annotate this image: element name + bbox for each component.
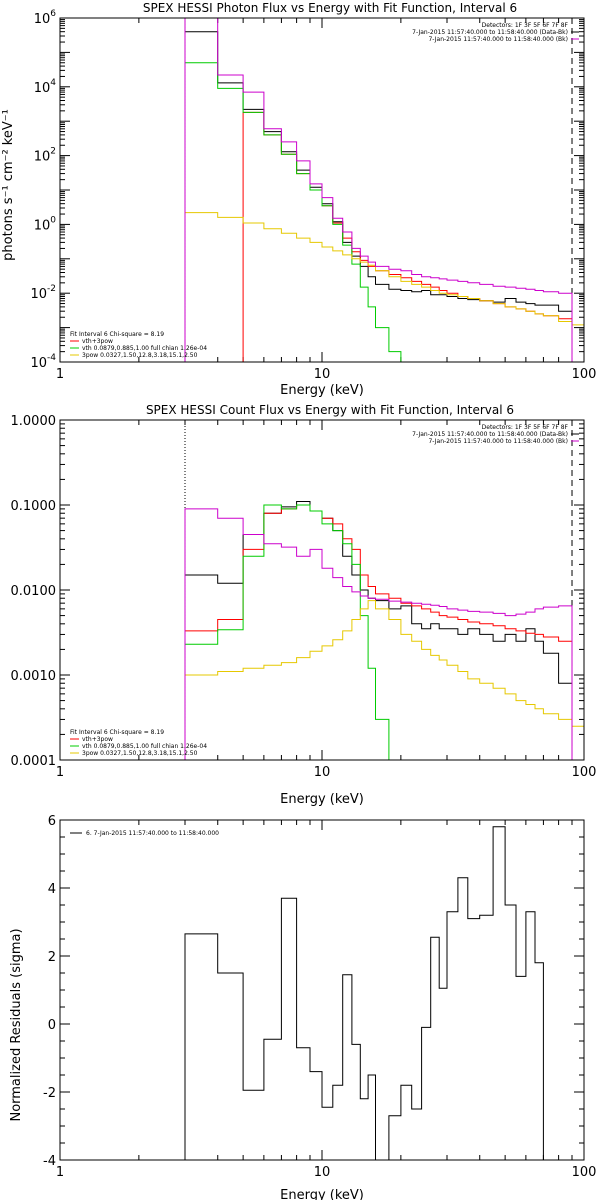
photon-y-axis-label: photons s⁻¹ cm⁻² keV⁻¹ bbox=[1, 109, 16, 261]
photon-legend-upper-right: Detectors: 1F 3F 5F 6F 7F 8F7-Jan-2015 1… bbox=[412, 22, 579, 43]
series-black bbox=[184, 501, 573, 760]
x-tick-label: 1 bbox=[56, 1165, 64, 1180]
legend-upper-right-line: 7-Jan-2015 11:57:40.000 to 11:58:40.000 … bbox=[428, 438, 568, 445]
legend-lower-left-line: Fit Interval 6 Chi-square = 8.19 bbox=[70, 331, 164, 338]
photon-panel-title: SPEX HESSI Photon Flux vs Energy with Fi… bbox=[143, 1, 517, 15]
photon-plot-frame bbox=[59, 17, 585, 363]
series-yellow bbox=[184, 600, 585, 760]
series-magenta bbox=[184, 508, 573, 760]
series-black bbox=[184, 826, 559, 1161]
x-tick-label: 1 bbox=[56, 367, 64, 382]
count-legend-lower-left: Fit Interval 6 Chi-square = 8.19vth+3pow… bbox=[70, 729, 207, 757]
x-tick-label: 100 bbox=[572, 367, 597, 382]
count-flux-panel: SPEX HESSI Count Flux vs Energy with Fit… bbox=[11, 403, 597, 807]
count-tick-labels: 1 10 100 0.0001 0.0010 0.0100 0.1000 1.0000 bbox=[11, 414, 597, 780]
series-green bbox=[184, 62, 412, 363]
y-tick-label: 102 bbox=[34, 147, 56, 165]
y-tick-label: 0.0100 bbox=[11, 584, 57, 599]
photon-x-axis-label: Energy (keV) bbox=[280, 383, 364, 398]
y-tick-label: 100 bbox=[34, 215, 57, 233]
count-plot-frame bbox=[59, 419, 585, 761]
legend-upper-right-line: 7-Jan-2015 11:57:40.000 to 11:58:40.000 … bbox=[412, 29, 568, 36]
legend-upper-right-line: 7-Jan-2015 11:57:40.000 to 11:58:40.000 … bbox=[428, 36, 568, 43]
residuals-panel: Energy (keV) Normalized Residuals (sigma… bbox=[9, 814, 596, 1200]
y-tick-label: 0.0010 bbox=[11, 669, 57, 684]
y-tick-label: 0 bbox=[48, 1018, 56, 1033]
x-tick-label: 10 bbox=[314, 367, 331, 382]
residuals-series bbox=[184, 826, 559, 1161]
photon-series bbox=[184, 17, 585, 363]
x-tick-label: 100 bbox=[572, 1165, 597, 1180]
y-tick-label: 104 bbox=[34, 78, 57, 96]
count-series bbox=[184, 501, 585, 761]
photon-tick-labels: 1 10 100 10-4 10-2 100 102 104 106 bbox=[30, 9, 596, 382]
photon-flux-panel: SPEX HESSI Photon Flux vs Energy with Fi… bbox=[1, 1, 596, 398]
y-tick-label: -2 bbox=[43, 1086, 56, 1101]
x-tick-label: 100 bbox=[572, 765, 597, 780]
count-ticks bbox=[59, 419, 584, 761]
legend-lower-left-line: Fit Interval 6 Chi-square = 8.19 bbox=[70, 729, 164, 736]
legend-upper-left-line: 6. 7-Jan-2015 11:57:40.000 to 11:58:40.0… bbox=[86, 830, 219, 837]
legend-lower-left-line: vth+3pow bbox=[82, 736, 113, 743]
series-green bbox=[184, 504, 401, 761]
x-tick-label: 10 bbox=[314, 1165, 331, 1180]
x-tick-label: 1 bbox=[56, 765, 64, 780]
residuals-y-axis-label: Normalized Residuals (sigma) bbox=[9, 928, 24, 1121]
residuals-legend: 6. 7-Jan-2015 11:57:40.000 to 11:58:40.0… bbox=[70, 830, 219, 837]
legend-upper-right-line: Detectors: 1F 3F 5F 6F 7F 8F bbox=[482, 22, 569, 29]
residuals-x-axis-label: Energy (keV) bbox=[280, 1188, 364, 1200]
legend-upper-right-line: Detectors: 1F 3F 5F 6F 7F 8F bbox=[482, 424, 569, 431]
y-tick-label: 0.0001 bbox=[11, 754, 57, 769]
series-red bbox=[242, 111, 573, 362]
legend-lower-left-line: 3pow 0.0327,1.50,12.8,3.18,15.1,2.50 bbox=[82, 750, 198, 757]
legend-lower-left-line: vth 0.0879,0.885,1.00 full chian 1.26e-0… bbox=[82, 743, 207, 750]
y-tick-label: 10-2 bbox=[30, 284, 56, 302]
series-magenta bbox=[184, 17, 573, 362]
legend-upper-right-line: 7-Jan-2015 11:57:40.000 to 11:58:40.000 … bbox=[412, 431, 568, 438]
y-tick-label: 10-4 bbox=[30, 353, 56, 371]
y-tick-label: 0.1000 bbox=[11, 499, 57, 514]
y-tick-label: 1.0000 bbox=[11, 414, 57, 429]
photon-ticks bbox=[59, 17, 584, 363]
photon-legend-lower-left: Fit Interval 6 Chi-square = 8.19vth+3pow… bbox=[70, 331, 207, 359]
residuals-tick-labels: 1 10 100 -4 -2 0 2 4 6 bbox=[43, 814, 596, 1180]
y-tick-label: -4 bbox=[43, 1154, 56, 1169]
y-tick-label: 106 bbox=[34, 9, 57, 27]
count-panel-title: SPEX HESSI Count Flux vs Energy with Fit… bbox=[146, 403, 514, 417]
series-yellow bbox=[184, 212, 585, 362]
legend-lower-left-line: vth 0.0879,0.885,1.00 full chian 1.26e-0… bbox=[82, 345, 207, 352]
y-tick-label: 2 bbox=[48, 950, 56, 965]
residuals-plot-frame bbox=[59, 819, 585, 1161]
count-x-axis-label: Energy (keV) bbox=[280, 792, 364, 807]
y-tick-label: 6 bbox=[48, 814, 56, 829]
legend-lower-left-line: vth+3pow bbox=[82, 338, 113, 345]
count-legend-upper-right: Detectors: 1F 3F 5F 6F 7F 8F7-Jan-2015 1… bbox=[412, 424, 579, 445]
y-tick-label: 4 bbox=[48, 882, 56, 897]
legend-lower-left-line: 3pow 0.0327,1.50,12.8,3.18,15.1,2.50 bbox=[82, 352, 198, 359]
x-tick-label: 10 bbox=[314, 765, 331, 780]
